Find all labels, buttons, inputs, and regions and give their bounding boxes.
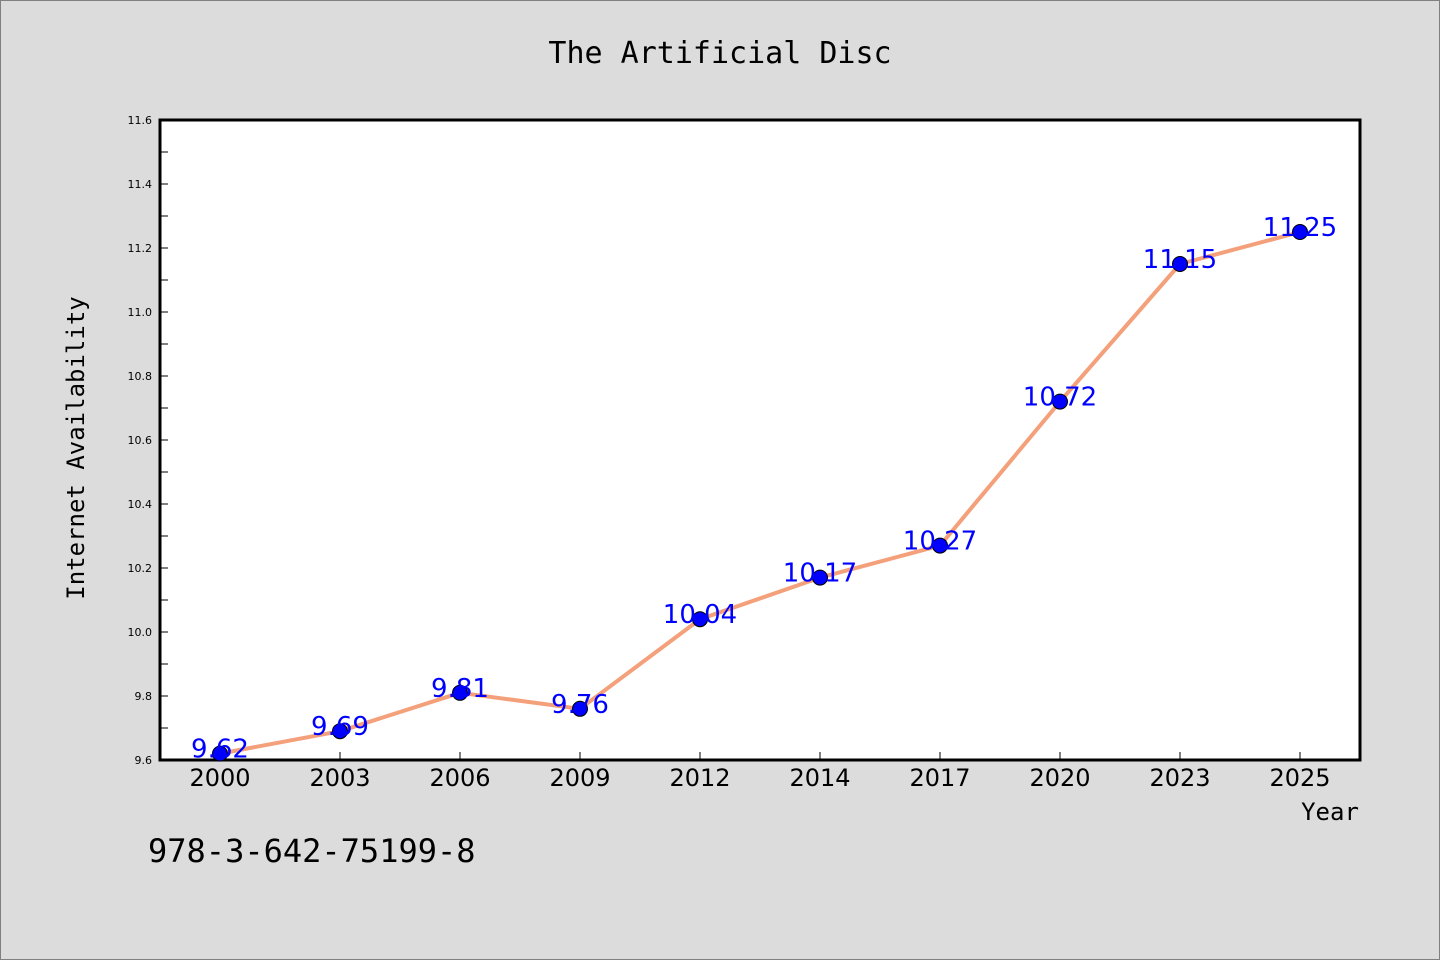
y-tick-label: 9.6: [135, 754, 153, 767]
data-point: [572, 700, 588, 717]
data-label: 9.69: [311, 712, 369, 742]
data-label: 11.25: [1263, 213, 1337, 243]
data-point: [1292, 224, 1308, 240]
data-point: [212, 745, 228, 762]
y-axis-label: Internet Availability: [62, 296, 90, 599]
x-tick-label: 2003: [309, 764, 370, 792]
data-point: [452, 684, 468, 701]
y-tick-label: 11.6: [128, 114, 153, 127]
x-tick-label: 2017: [909, 764, 970, 792]
data-label: 10.17: [783, 559, 857, 589]
x-tick-label: 2023: [1149, 764, 1210, 792]
x-tick-label: 2020: [1029, 764, 1090, 792]
data-point: [1172, 256, 1188, 272]
isbn-text: 978-3-642-75199-8: [148, 832, 476, 870]
y-tick-label: 11.0: [128, 306, 153, 319]
x-tick-label: 2012: [669, 764, 730, 792]
y-axis: 9.6 9.8 10.0 10.2 10.4 10.6 10.8 11.0 11.2 11.4 11…: [128, 114, 168, 767]
x-tick-label: 2006: [429, 764, 490, 792]
y-tick-label: 11.4: [128, 178, 153, 191]
y-tick-label: 9.8: [135, 690, 153, 703]
y-tick-label: 10.8: [128, 370, 153, 383]
x-tick-label: 2014: [789, 764, 850, 792]
data-labels: 9.62 9.69 9.81 9.76 10.04 10.17 10.27 10.72 11.1…: [191, 213, 1337, 765]
x-tick-label: 2000: [189, 764, 250, 792]
y-tick-label: 10.0: [128, 626, 153, 639]
x-tick-label: 2009: [549, 764, 610, 792]
data-point: [812, 569, 828, 586]
series-markers: [212, 224, 1308, 762]
x-axis: 2000 2003 2006 2009 2012 2014 2017 2020 2023 2025: [189, 752, 1331, 792]
data-point: [332, 723, 348, 740]
data-label: 10.72: [1023, 383, 1097, 413]
plot-area: [158, 118, 1362, 762]
data-label: 9.81: [431, 674, 489, 704]
data-label: 9.62: [191, 735, 249, 765]
data-point: [932, 537, 948, 554]
x-tick-label: 2025: [1269, 764, 1330, 792]
data-label: 10.27: [903, 527, 977, 557]
data-point: [1052, 393, 1068, 410]
y-tick-label: 11.2: [128, 242, 153, 255]
data-label: 10.04: [663, 600, 737, 630]
y-tick-label: 10.2: [128, 562, 153, 575]
data-label: 11.15: [1143, 245, 1217, 275]
data-label: 9.76: [551, 690, 609, 720]
x-axis-label: Year: [1301, 798, 1359, 826]
data-point: [692, 611, 708, 628]
y-tick-label: 10.6: [128, 434, 153, 447]
y-tick-label: 10.4: [128, 498, 153, 511]
chart-title: The Artificial Disc: [548, 36, 891, 71]
series-line: [219, 230, 1301, 756]
